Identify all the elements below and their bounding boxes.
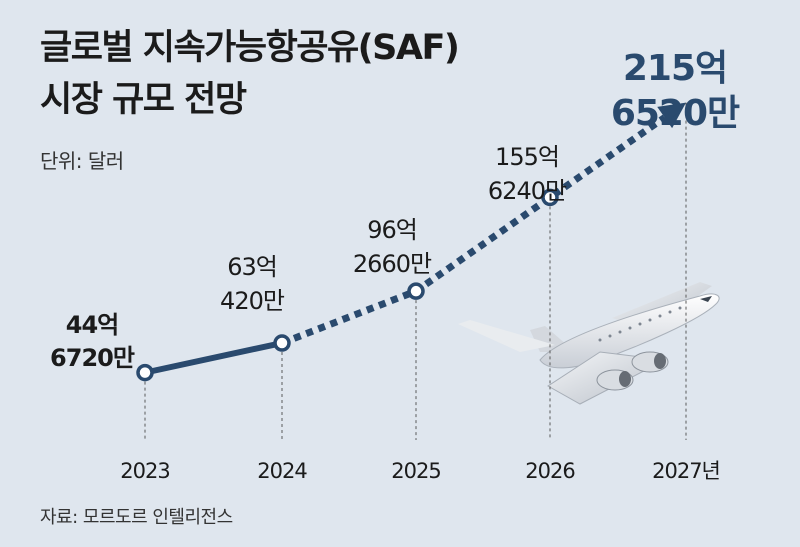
unit-label: 단위: 달러 — [40, 149, 124, 173]
data-point-2023 — [136, 363, 154, 382]
title-line-1: 글로벌 지속가능항공유(SAF) — [40, 28, 460, 68]
x-tick-label-2026: 2026 — [525, 459, 575, 483]
data-label-2023-1: 44억 — [66, 311, 118, 339]
data-label-2026-1: 155억 — [495, 143, 559, 171]
data-label-2027년-1: 215억 — [623, 48, 727, 89]
series-line-forecast — [280, 114, 667, 347]
data-label-2027년-2: 6520만 — [611, 93, 740, 134]
data-label-2026-2: 6240만 — [488, 177, 567, 205]
title-line-2: 시장 규모 전망 — [40, 80, 247, 120]
data-label-2025-2: 2660만 — [353, 250, 432, 278]
x-tick-label-2025: 2025 — [391, 459, 440, 483]
series-line-actual — [142, 340, 285, 376]
x-tick-label-2027년: 2027년 — [652, 459, 720, 483]
data-label-2024-1: 63억 — [227, 253, 277, 281]
data-label-2023-2: 6720만 — [50, 344, 135, 372]
data-label-2025-1: 96억 — [367, 216, 417, 244]
chart-title: 글로벌 지속가능항공유(SAF) 시장 규모 전망 — [40, 22, 460, 126]
source-note: 자료: 모르도르 인텔리전스 — [40, 507, 233, 528]
airplane-illustration — [458, 282, 720, 405]
data-point-2025 — [407, 282, 425, 300]
arrow-head — [657, 102, 686, 129]
x-tick-label-2023: 2023 — [120, 459, 169, 483]
x-tick-label-2024: 2024 — [257, 459, 307, 483]
data-label-2024-2: 420만 — [220, 287, 285, 315]
data-point-2026 — [541, 188, 559, 207]
data-point-2024 — [273, 334, 291, 352]
